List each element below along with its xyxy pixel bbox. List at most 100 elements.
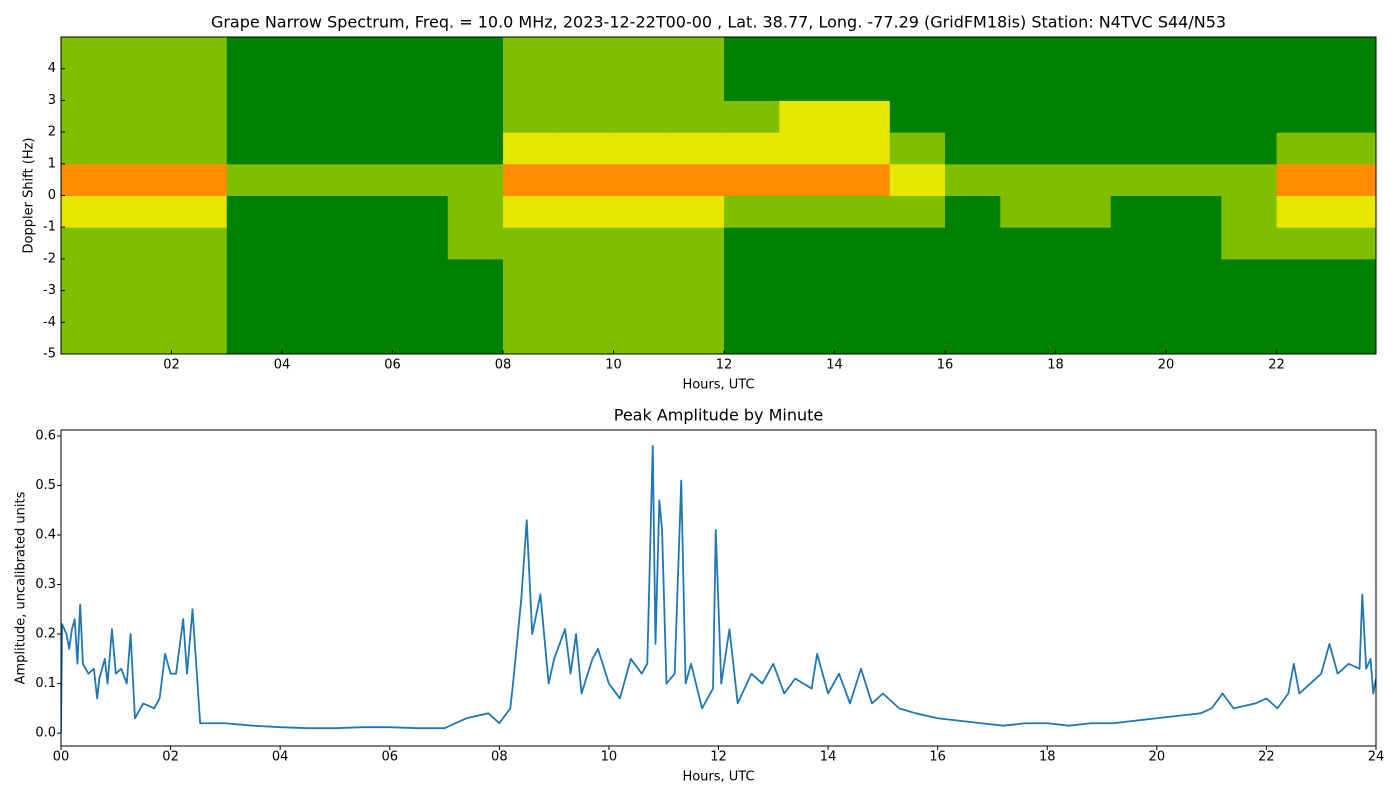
heatmap-cell (724, 163, 780, 196)
heatmap-cell (1110, 227, 1167, 260)
heatmap-cell (1331, 258, 1376, 292)
heatmap-cell (558, 163, 615, 196)
heatmap-cell (613, 322, 670, 354)
x-tick-label: 22 (1268, 358, 1285, 373)
heatmap-cell (1000, 132, 1057, 165)
heatmap-cell (945, 195, 1001, 228)
heatmap-cell (558, 132, 615, 165)
heatmap-cell (1331, 68, 1376, 101)
heatmap-cell (392, 163, 449, 196)
heatmap-cell (779, 258, 836, 292)
heatmap-cell (392, 132, 449, 165)
heatmap-cell (889, 163, 946, 196)
x-tick-label: 20 (1149, 750, 1166, 765)
heatmap-cell (945, 132, 1001, 165)
heatmap-cell (724, 100, 780, 133)
heatmap-cell (171, 290, 228, 323)
heatmap-cell (1276, 258, 1333, 292)
heatmap-cell (889, 258, 946, 292)
heatmap-cell (1221, 37, 1278, 70)
heatmap-cell (779, 227, 836, 260)
heatmap-cell (668, 37, 725, 70)
heatmap-cell (889, 68, 946, 101)
heatmap-cell (447, 195, 504, 228)
heatmap-cell (1000, 163, 1057, 196)
heatmap-cell (1276, 227, 1333, 260)
heatmap-cell (337, 37, 394, 70)
y-tick-label: -2 (43, 251, 56, 266)
heatmap-cell (392, 37, 449, 70)
heatmap-cell (337, 258, 394, 292)
heatmap-cell (668, 322, 725, 354)
heatmap-cell (171, 37, 228, 70)
heatmap-cell (337, 68, 394, 101)
heatmap-cell (116, 322, 173, 354)
heatmap-cell (1276, 322, 1333, 354)
heatmap-cell (226, 100, 283, 133)
x-tick-label: 20 (1158, 358, 1175, 373)
heatmap-cell (1221, 258, 1278, 292)
heatmap-cell (834, 227, 891, 260)
heatmap-cell (945, 37, 1001, 70)
y-tick-label: -4 (43, 315, 56, 330)
x-tick-label: 02 (163, 358, 180, 373)
heatmap-cell (447, 163, 504, 196)
heatmap-cell (447, 68, 504, 101)
heatmap-cell (779, 68, 836, 101)
x-tick-label: 02 (162, 750, 179, 765)
heatmap-cell (889, 322, 946, 354)
heatmap-cell (392, 227, 449, 260)
heatmap-cell (1055, 290, 1112, 323)
heatmap-cell (503, 322, 559, 354)
heatmap-cell (613, 100, 670, 133)
heatmap-cell (392, 290, 449, 323)
heatmap-cell (945, 258, 1001, 292)
heatmap-cell (503, 100, 559, 133)
heatmap-cell (613, 37, 670, 70)
heatmap-cell (889, 290, 946, 323)
heatmap-cell (392, 100, 449, 133)
x-tick-label: 10 (601, 750, 618, 765)
chart-title: Grape Narrow Spectrum, Freq. = 10.0 MHz,… (211, 13, 1226, 32)
heatmap-cell (226, 227, 283, 260)
heatmap-cell (337, 290, 394, 323)
heatmap-cell (1166, 290, 1222, 323)
heatmap-cell (834, 258, 891, 292)
heatmap-cell (503, 227, 559, 260)
heatmap-cell (171, 100, 228, 133)
heatmap-cell (392, 68, 449, 101)
heatmap-cell (226, 195, 283, 228)
heatmap-cell (613, 195, 670, 228)
heatmap-cell (1166, 100, 1222, 133)
y-tick-label: -1 (43, 220, 56, 235)
heatmap-cell (613, 68, 670, 101)
heatmap-cell (1055, 132, 1112, 165)
heatmap-cell (503, 37, 559, 70)
heatmap-cell (834, 163, 891, 196)
heatmap-cell (668, 258, 725, 292)
heatmap-cell (834, 132, 891, 165)
heatmap-cell (889, 100, 946, 133)
y-axis-label: Doppler Shift (Hz) (22, 138, 37, 254)
heatmap-cell (116, 227, 173, 260)
heatmap-cell (945, 290, 1001, 323)
heatmap-cell (61, 100, 117, 133)
heatmap-cell (116, 37, 173, 70)
heatmap-cell (1276, 132, 1333, 165)
heatmap-cell (116, 195, 173, 228)
line-series (61, 444, 1376, 734)
y-tick-label: 2 (48, 125, 56, 140)
heatmap-cell (447, 100, 504, 133)
heatmap-cell (834, 290, 891, 323)
heatmap-cell (171, 68, 228, 101)
y-tick-label: 3 (48, 93, 56, 108)
heatmap-cell (779, 100, 836, 133)
heatmap-cell (1276, 163, 1333, 196)
heatmap-cell (1331, 37, 1376, 70)
heatmap-cell (282, 68, 338, 101)
heatmap-cell (1000, 258, 1057, 292)
heatmap-cell (282, 258, 338, 292)
heatmap-cell (1110, 195, 1167, 228)
heatmap-cell (889, 227, 946, 260)
heatmap-cell (337, 195, 394, 228)
